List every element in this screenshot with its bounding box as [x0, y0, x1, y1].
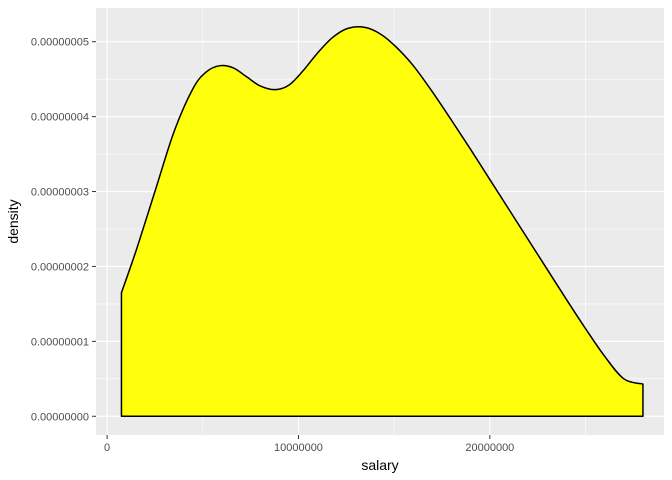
x-axis-title: salary	[361, 457, 398, 473]
x-tick-label: 0	[104, 442, 110, 454]
x-tick-label: 10000000	[274, 442, 323, 454]
x-tick-label: 20000000	[465, 442, 514, 454]
x-axis: 0 10000000 20000000	[104, 435, 514, 454]
y-tick-label: 0.00000005	[31, 37, 89, 49]
y-tick-label: 0.00000002	[31, 261, 89, 273]
y-tick-label: 0.00000003	[31, 187, 89, 199]
y-tick-label: 0.00000000	[31, 411, 89, 423]
y-tick-label: 0.00000004	[31, 112, 89, 124]
y-axis: 0.00000000 0.00000001 0.00000002 0.00000003…	[31, 37, 96, 423]
density-area	[120, 26, 644, 418]
plot-panel	[96, 8, 664, 435]
y-axis-title: density	[5, 199, 21, 243]
y-tick-label: 0.00000001	[31, 336, 89, 348]
